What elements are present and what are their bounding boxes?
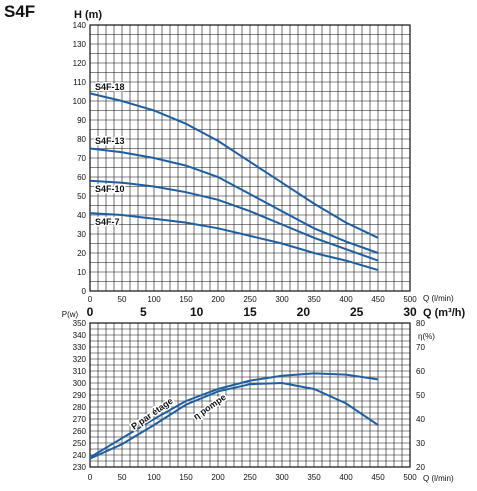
y-tick-label: 50 [77,192,86,201]
y-right-tick-label: 50 [416,391,425,400]
y-right-tick-label: 60 [416,367,425,376]
x-tick-label: 100 [147,295,161,304]
series-label: S4F-18 [95,82,125,92]
y-tick-label: 20 [77,249,86,258]
y-axis-label: H (m) [74,9,102,21]
m3h-tick-label: 20 [297,305,311,319]
x-tick-label: 400 [339,295,353,304]
y-tick-label: 40 [77,211,86,220]
y-right-tick-label: 20 [416,463,425,472]
page-title: S4F [4,2,36,21]
y-tick-label: 30 [77,230,86,239]
x-tick-label: 350 [307,295,321,304]
y-tick-label: 60 [77,173,86,182]
y-tick-label: 250 [73,439,87,448]
m3h-tick-label: 30 [403,305,417,319]
y-tick-label: 320 [73,355,87,364]
y-tick-label: 310 [73,367,87,376]
m3h-tick-label: 15 [243,305,257,319]
y-right-tick-label: 80 [416,319,425,328]
y-tick-label: 300 [73,379,87,388]
y-tick-label: 230 [73,463,87,472]
y-right-tick-label: 40 [416,415,425,424]
curve-pump-efficiency [89,372,379,459]
x-tick-label: 0 [88,295,93,304]
y-tick-label: 130 [73,40,87,49]
curve-power-per-stage [89,381,379,460]
x-tick-label: 300 [275,473,289,482]
x-tick-label: 150 [179,295,193,304]
y-tick-label: 70 [77,154,86,163]
curve-s4f-7 [89,212,379,272]
y-tick-label: 350 [73,319,87,328]
x-tick-label: 200 [211,295,225,304]
x-tick-label: 100 [147,473,161,482]
y-tick-label: 260 [73,427,87,436]
x-tick-label: 400 [339,473,353,482]
curve-s4f-13 [89,147,379,254]
y-tick-label: 290 [73,391,87,400]
y-axis-label: P(w) [62,310,79,319]
x-tick-label: 50 [118,295,127,304]
y-tick-label: 110 [73,78,86,87]
x-tick-label: 250 [243,295,257,304]
m3h-tick-label: 0 [87,305,94,319]
curve-s4f-10 [89,179,379,262]
series-label: S4F-10 [95,184,125,194]
x-axis-label: Q (l/min) [423,474,454,483]
x-tick-label: 50 [118,473,127,482]
m3h-tick-label: 10 [190,305,204,319]
y-tick-label: 340 [73,331,87,340]
y-tick-label: 100 [73,97,87,106]
m3h-tick-label: 5 [140,305,147,319]
x-tick-label: 150 [179,473,193,482]
power-chart-grid [89,322,411,468]
y-tick-label: 240 [73,451,87,460]
power-chart-frame [89,322,411,468]
x-tick-label: 500 [403,295,417,304]
y-right-tick-label: 30 [416,439,425,448]
y-tick-label: 0 [82,287,87,296]
y-tick-label: 280 [73,403,87,412]
y-tick-label: 330 [73,343,87,352]
head-chart-frame [89,24,411,292]
x-axis-label-m3h: Q (m³/h) [423,307,465,319]
x-tick-label: 250 [243,473,257,482]
x-axis-label-lpm: Q (l/min) [423,294,454,303]
y-tick-label: 10 [77,268,86,277]
x-tick-label: 500 [403,473,417,482]
x-tick-label: 0 [88,473,93,482]
x-tick-label: 450 [371,473,385,482]
y-tick-label: 80 [77,135,86,144]
y-tick-label: 270 [73,415,87,424]
series-label: S4F-13 [95,136,125,146]
y-tick-label: 140 [73,21,87,30]
x-tick-label: 450 [371,295,385,304]
y-tick-label: 90 [77,116,86,125]
y-right-axis-label: η(%) [418,332,435,341]
series-label: S4F-7 [95,217,120,227]
m3h-tick-label: 25 [350,305,364,319]
x-tick-label: 300 [275,295,289,304]
y-tick-label: 120 [73,59,87,68]
y-right-tick-label: 70 [416,343,425,352]
curve-s4f-18 [89,92,379,239]
x-tick-label: 200 [211,473,225,482]
head-chart-grid [89,24,411,292]
x-tick-label: 350 [307,473,321,482]
